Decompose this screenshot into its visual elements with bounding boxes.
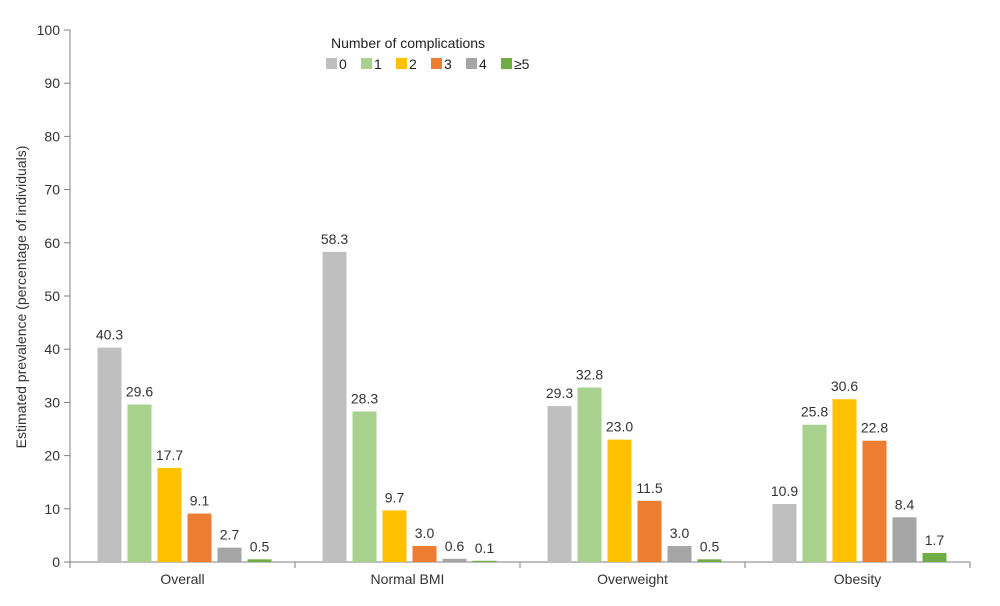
legend-label-gte5: ≥5 [514,56,530,72]
data-label-obesity-0: 10.9 [771,483,798,499]
bar-overweight-2 [607,439,632,562]
bars [97,251,947,562]
legend-swatch-3 [431,58,442,69]
legend-swatch-1 [361,58,372,69]
legend-swatch-4 [466,58,477,69]
bar-obesity-0 [772,504,797,562]
y-tick-label: 40 [44,341,60,357]
bar-normal-bmi-3 [412,546,437,562]
data-label-obesity-1: 25.8 [801,404,828,420]
data-label-normal-bmi-0: 58.3 [321,231,348,247]
bar-obesity-3 [862,440,887,562]
bar-overweight-3 [637,500,662,562]
y-tick-label: 100 [37,22,61,38]
data-label-overall-gte5: 0.5 [250,538,270,554]
y-tick-label: 10 [44,501,60,517]
y-tick-label: 50 [44,288,60,304]
bar-overall-gte5 [247,559,272,562]
data-label-overall-2: 17.7 [156,447,183,463]
data-label-overweight-0: 29.3 [546,385,573,401]
y-axis: 0 10 20 30 40 50 60 70 80 90 100 [37,22,71,570]
legend-swatch-gte5 [501,58,512,69]
x-tick-label-normal-bmi: Normal BMI [371,571,445,587]
data-label-normal-bmi-1: 28.3 [351,390,378,406]
data-label-overweight-2: 23.0 [606,419,633,435]
y-tick-label: 20 [44,448,60,464]
bar-overweight-4 [667,546,692,562]
y-tick-label: 70 [44,182,60,198]
legend-swatch-0 [326,58,337,69]
data-label-overall-3: 9.1 [190,493,210,509]
bar-overweight-gte5 [697,559,722,562]
legend-swatch-2 [396,58,407,69]
legend-label-3: 3 [444,56,452,72]
data-label-normal-bmi-gte5: 0.1 [475,540,495,556]
bar-normal-bmi-2 [382,510,407,562]
legend: Number of complications 0 1 2 3 4 ≥5 [326,35,530,72]
legend-label-2: 2 [409,56,417,72]
legend-label-0: 0 [339,56,347,72]
data-label-overweight-1: 32.8 [576,367,603,383]
legend-title: Number of complications [331,35,485,51]
y-axis-label: Estimated prevalence (percentage of indi… [13,146,29,449]
data-label-overall-1: 29.6 [126,384,153,400]
x-tick-label-overall: Overall [160,571,204,587]
x-axis: Overall Normal BMI Overweight Obesity [69,561,971,587]
y-tick-label: 80 [44,128,60,144]
bar-obesity-1 [802,424,827,562]
bar-normal-bmi-gte5 [472,560,497,562]
bar-obesity-4 [892,517,917,562]
bar-normal-bmi-4 [442,558,467,562]
data-label-normal-bmi-3: 3.0 [415,525,435,541]
data-label-normal-bmi-4: 0.6 [445,538,465,554]
y-tick-label: 90 [44,75,60,91]
data-label-overall-0: 40.3 [96,327,123,343]
bar-overweight-0 [547,406,572,562]
bar-normal-bmi-0 [322,251,347,562]
y-tick-label: 60 [44,235,60,251]
data-labels: 40.3 29.6 17.7 9.1 2.7 0.5 58.3 28.3 9.7 3.0 0.6 0.… [96,231,945,556]
data-label-obesity-2: 30.6 [831,378,858,394]
x-tick-label-overweight: Overweight [597,571,668,587]
bar-overall-1 [127,404,152,562]
bar-overall-0 [97,347,122,562]
bar-overweight-1 [577,387,602,562]
bar-overall-4 [217,547,242,562]
y-tick-label: 0 [52,554,60,570]
data-label-obesity-gte5: 1.7 [925,532,945,548]
bar-overall-3 [187,513,212,562]
data-label-obesity-3: 22.8 [861,420,888,436]
y-tick-label: 30 [44,394,60,410]
data-label-obesity-4: 8.4 [895,496,915,512]
data-label-overall-4: 2.7 [220,527,240,543]
x-tick-label-obesity: Obesity [834,571,881,587]
data-label-overweight-gte5: 0.5 [700,538,720,554]
data-label-overweight-4: 3.0 [670,525,690,541]
bar-obesity-gte5 [922,552,947,562]
legend-label-1: 1 [374,56,382,72]
legend-label-4: 4 [479,56,487,72]
bar-overall-2 [157,467,182,562]
data-label-normal-bmi-2: 9.7 [385,489,405,505]
data-label-overweight-3: 11.5 [636,480,662,496]
bar-normal-bmi-1 [352,411,377,562]
bar-obesity-2 [832,399,857,562]
